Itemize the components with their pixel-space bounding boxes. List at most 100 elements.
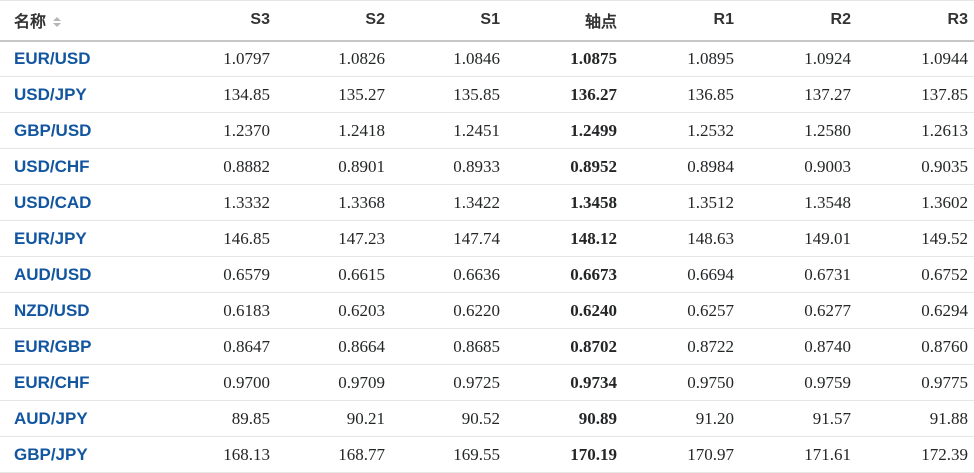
column-header-label: R2 [830,11,851,29]
cell-s2: 135.27 [276,76,391,113]
currency-pair-link[interactable]: EUR/CHF [14,372,90,392]
currency-pair-link[interactable]: USD/JPY [14,84,87,104]
sort-down-arrow-icon [53,23,62,28]
currency-pair-link[interactable]: NZD/USD [14,300,90,320]
table-row: AUD/USD 0.6579 0.6615 0.6636 0.6673 0.6694 0.6… [0,256,974,293]
cell-s2: 1.3368 [276,184,391,221]
cell-s1: 90.52 [391,400,506,437]
cell-s2: 0.6615 [276,256,391,293]
cell-s1: 0.6636 [391,256,506,293]
cell-r3: 0.9035 [857,148,974,185]
cell-pivot: 90.89 [506,400,623,437]
column-header-label: R3 [947,11,968,29]
cell-s3: 0.8882 [161,148,276,185]
cell-s3: 0.6183 [161,292,276,329]
cell-r1: 91.20 [623,400,740,437]
table-row: EUR/JPY 146.85 147.23 147.74 148.12 148.63 149… [0,220,974,257]
column-header-label: 轴点 [584,14,617,32]
cell-r2: 1.0924 [740,40,857,77]
cell-s1: 0.9725 [391,364,506,401]
cell-r3: 172.39 [857,436,974,473]
cell-r2: 91.57 [740,400,857,437]
table-row: USD/JPY 134.85 135.27 135.85 136.27 136.85 137… [0,76,974,113]
cell-s2: 0.8901 [276,148,391,185]
cell-r1: 0.8984 [623,148,740,185]
cell-name: EUR/JPY [0,220,161,257]
cell-name: AUD/USD [0,256,161,293]
cell-s1: 0.8685 [391,328,506,365]
column-header-label: S3 [250,11,270,29]
currency-pair-link[interactable]: USD/CHF [14,156,90,176]
cell-s2: 0.8664 [276,328,391,365]
cell-r2: 171.61 [740,436,857,473]
cell-s3: 0.8647 [161,328,276,365]
currency-pair-link[interactable]: GBP/JPY [14,444,88,464]
cell-pivot: 0.8952 [506,148,623,185]
currency-pair-link[interactable]: AUD/JPY [14,408,88,428]
cell-pivot: 0.9734 [506,364,623,401]
cell-r3: 1.2613 [857,112,974,149]
sort-up-arrow-icon [53,17,62,22]
table-row: EUR/USD 1.0797 1.0826 1.0846 1.0875 1.0895 1.0… [0,40,974,77]
cell-name: USD/CAD [0,184,161,221]
cell-pivot: 0.6240 [506,292,623,329]
cell-r3: 0.8760 [857,328,974,365]
cell-pivot: 1.2499 [506,112,623,149]
cell-name: USD/JPY [0,76,161,113]
cell-r2: 0.8740 [740,328,857,365]
cell-r2: 0.6277 [740,292,857,329]
cell-s1: 1.2451 [391,112,506,149]
cell-r3: 0.9775 [857,364,974,401]
cell-r2: 0.9759 [740,364,857,401]
cell-r3: 0.6294 [857,292,974,329]
cell-s2: 168.77 [276,436,391,473]
column-header-s3: S3 [161,0,276,42]
table-row: AUD/JPY 89.85 90.21 90.52 90.89 91.20 91.57 91.… [0,400,974,437]
cell-r1: 1.3512 [623,184,740,221]
cell-s3: 1.2370 [161,112,276,149]
cell-pivot: 136.27 [506,76,623,113]
currency-pair-link[interactable]: USD/CAD [14,192,92,212]
table-row: EUR/GBP 0.8647 0.8664 0.8685 0.8702 0.8722 0.8… [0,328,974,365]
cell-s3: 168.13 [161,436,276,473]
cell-name: GBP/JPY [0,436,161,473]
column-header-label: R1 [713,11,734,29]
sort-icon[interactable] [53,17,62,28]
currency-pair-link[interactable]: EUR/JPY [14,228,87,248]
column-header-pivot: 轴点 [506,0,623,42]
cell-r1: 136.85 [623,76,740,113]
cell-s2: 0.6203 [276,292,391,329]
column-header-label: S1 [480,11,500,29]
cell-r3: 91.88 [857,400,974,437]
column-header-label: 名称 [14,14,47,32]
column-header-s1: S1 [391,0,506,42]
cell-r2: 149.01 [740,220,857,257]
column-header-name[interactable]: 名称 [0,0,161,42]
currency-pair-link[interactable]: EUR/GBP [14,336,92,356]
cell-r3: 1.0944 [857,40,974,77]
table-row: USD/CAD 1.3332 1.3368 1.3422 1.3458 1.3512 1.3… [0,184,974,221]
cell-s3: 1.3332 [161,184,276,221]
table-row: EUR/CHF 0.9700 0.9709 0.9725 0.9734 0.9750 0.9… [0,364,974,401]
cell-s1: 0.6220 [391,292,506,329]
column-header-label: S2 [365,11,385,29]
currency-pair-link[interactable]: GBP/USD [14,120,92,140]
cell-s1: 147.74 [391,220,506,257]
cell-name: EUR/GBP [0,328,161,365]
cell-r1: 1.0895 [623,40,740,77]
cell-r2: 0.9003 [740,148,857,185]
table-body: EUR/USD 1.0797 1.0826 1.0846 1.0875 1.0895 1.0… [0,40,974,473]
cell-name: AUD/JPY [0,400,161,437]
cell-pivot: 170.19 [506,436,623,473]
cell-r1: 0.6694 [623,256,740,293]
table-row: GBP/USD 1.2370 1.2418 1.2451 1.2499 1.2532 1.2… [0,112,974,149]
cell-r2: 1.2580 [740,112,857,149]
cell-pivot: 148.12 [506,220,623,257]
cell-name: EUR/USD [0,40,161,77]
currency-pair-link[interactable]: AUD/USD [14,264,92,284]
currency-pair-link[interactable]: EUR/USD [14,48,91,68]
cell-r1: 1.2532 [623,112,740,149]
cell-pivot: 1.0875 [506,40,623,77]
cell-r1: 0.8722 [623,328,740,365]
